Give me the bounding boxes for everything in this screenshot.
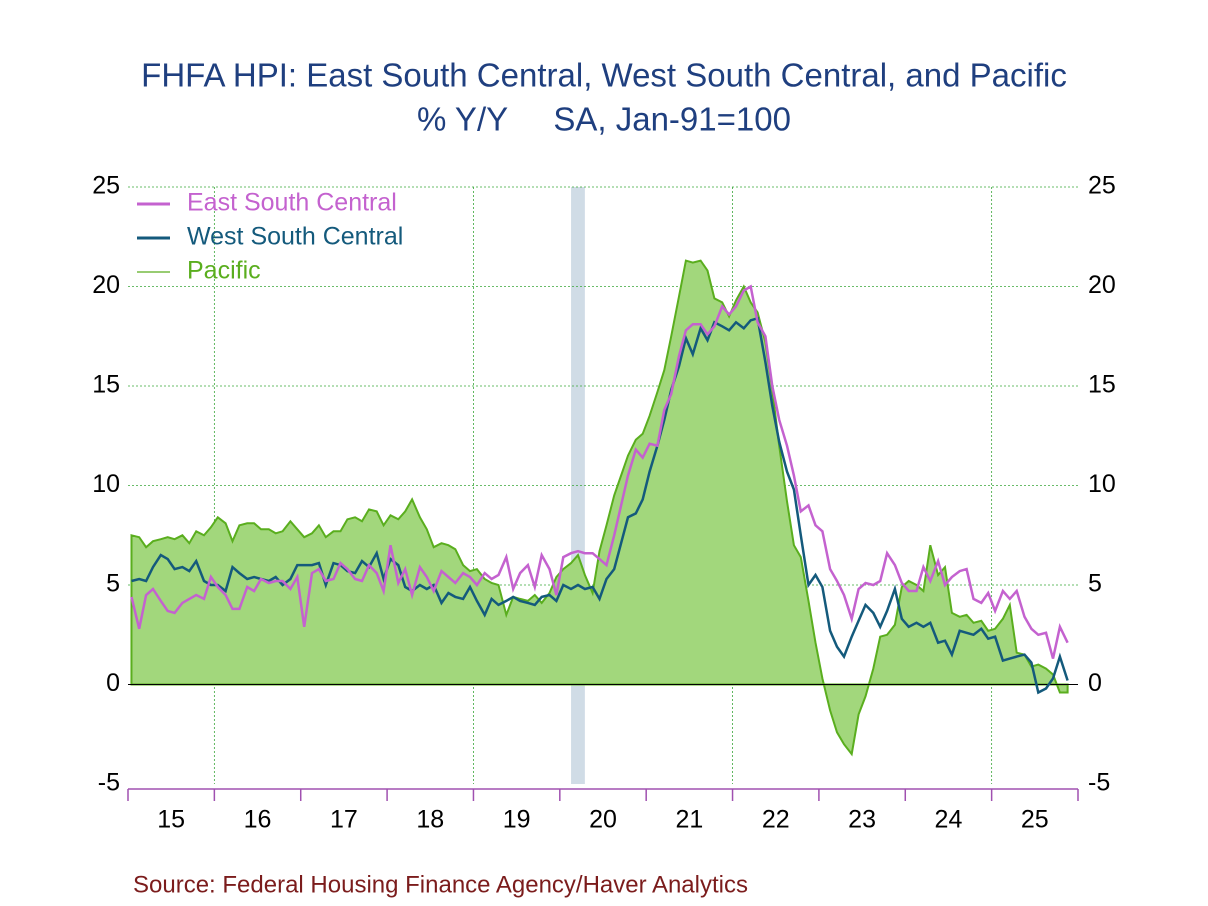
y2-tick-label: 10: [1088, 470, 1116, 498]
x-tick-label: 22: [762, 806, 790, 834]
x-tick-label: 17: [330, 806, 358, 834]
y-tick-label: 5: [106, 570, 120, 598]
line: [131, 316, 1069, 695]
x-tick-label: 25: [1021, 806, 1049, 834]
y2-tick-label: 25: [1088, 172, 1116, 200]
y2-tick-label: -5: [1088, 769, 1110, 797]
y2-tick-label: 15: [1088, 371, 1116, 399]
y-tick-label: 20: [92, 271, 120, 299]
x-tick-label: 21: [675, 806, 703, 834]
x-tick-label: 16: [244, 806, 272, 834]
chart-title: FHFA HPI: East South Central, West South…: [141, 57, 1067, 94]
y-tick-label: 10: [92, 470, 120, 498]
y2-tick-label: 20: [1088, 271, 1116, 299]
y2-tick-label: 0: [1088, 669, 1102, 697]
x-tick-label: 20: [589, 806, 617, 834]
legend-label: West South Central: [187, 223, 403, 251]
chart-subtitle: % Y/Y SA, Jan-91=100: [417, 101, 791, 138]
y-tick-label: 0: [106, 669, 120, 697]
x-tick-label: 15: [157, 806, 185, 834]
line: [130, 284, 1069, 659]
y-tick-label: -5: [98, 769, 120, 797]
x-tick-label: 19: [503, 806, 531, 834]
legend-label: Pacific: [187, 257, 261, 285]
x-tick-label: 18: [416, 806, 444, 834]
y-tick-label: 15: [92, 371, 120, 399]
area: [130, 259, 1069, 757]
x-tick-label: 24: [935, 806, 963, 834]
y-tick-label: 25: [92, 172, 120, 200]
y2-tick-label: 5: [1088, 570, 1102, 598]
x-tick-label: 23: [848, 806, 876, 834]
source: Source: Federal Housing Finance Agency/H…: [133, 871, 748, 898]
legend-label: East South Central: [187, 189, 397, 217]
